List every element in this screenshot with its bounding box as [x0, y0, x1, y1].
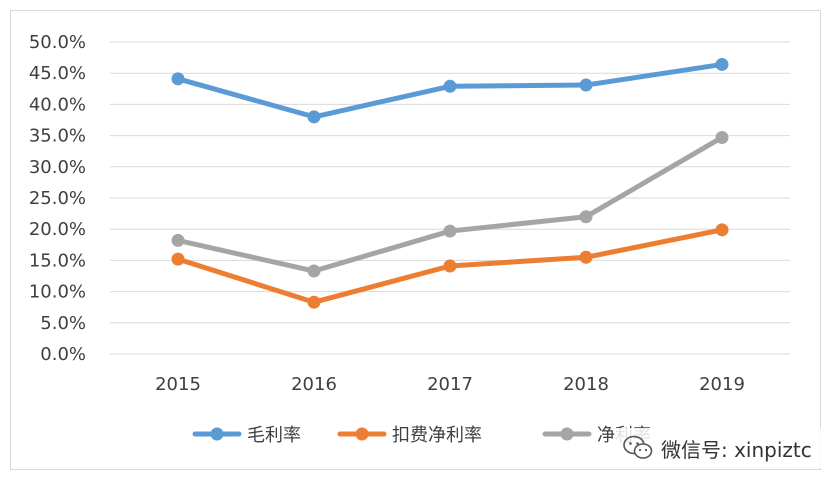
- legend-point-marker: [210, 427, 224, 441]
- x-axis-tick-labels: 2015 2016 2017 2018 2019: [155, 374, 745, 395]
- y-tick-label: 35.0%: [29, 126, 86, 147]
- y-tick-label: 0.0%: [40, 344, 86, 365]
- series-1: [171, 223, 729, 309]
- y-tick-label: 20.0%: [29, 219, 86, 240]
- data-point: [715, 130, 729, 144]
- y-tick-label: 30.0%: [29, 157, 86, 178]
- y-tick-label: 25.0%: [29, 188, 86, 209]
- legend-point-marker: [560, 427, 574, 441]
- data-point: [171, 233, 185, 247]
- data-point: [171, 252, 185, 266]
- watermark-text: 微信号: xinpiztc: [661, 437, 812, 462]
- legend-label: 扣费净利率: [392, 425, 482, 446]
- y-tick-label: 50.0%: [29, 32, 86, 53]
- grid-lines: [110, 41, 790, 355]
- x-tick-label: 2015: [155, 374, 201, 395]
- y-tick-label: 45.0%: [29, 63, 86, 84]
- watermark: 微信号: xinpiztc: [615, 428, 825, 468]
- y-tick-label: 40.0%: [29, 94, 86, 115]
- series-0: [171, 57, 729, 124]
- y-axis-tick-labels: 0.0% 5.0% 10.0% 15.0% 20.0% 25.0% 30.0% 35.0% 40…: [29, 32, 86, 365]
- x-tick-label: 2017: [427, 374, 473, 395]
- data-point: [715, 57, 729, 71]
- data-point: [307, 110, 321, 124]
- x-tick-label: 2016: [291, 374, 337, 395]
- data-point: [443, 259, 457, 273]
- y-tick-label: 5.0%: [40, 313, 86, 334]
- data-point: [579, 210, 593, 224]
- x-tick-label: 2019: [699, 374, 745, 395]
- legend-entry: 扣费净利率: [337, 425, 482, 446]
- data-point: [579, 78, 593, 92]
- data-point: [715, 223, 729, 237]
- series-lines: [171, 57, 729, 309]
- y-tick-label: 15.0%: [29, 250, 86, 271]
- data-point: [307, 295, 321, 309]
- legend: 毛利率扣费净利率净利率: [192, 425, 651, 446]
- legend-point-marker: [355, 427, 369, 441]
- x-tick-label: 2018: [563, 374, 609, 395]
- y-tick-label: 10.0%: [29, 282, 86, 303]
- series-2: [171, 130, 729, 278]
- legend-label: 毛利率: [247, 425, 301, 446]
- data-point: [443, 224, 457, 238]
- data-point: [171, 72, 185, 86]
- data-point: [443, 79, 457, 93]
- data-point: [579, 250, 593, 264]
- legend-entry: 毛利率: [192, 425, 301, 446]
- series-line: [175, 134, 725, 274]
- wechat-icon: [623, 435, 653, 459]
- data-point: [307, 264, 321, 278]
